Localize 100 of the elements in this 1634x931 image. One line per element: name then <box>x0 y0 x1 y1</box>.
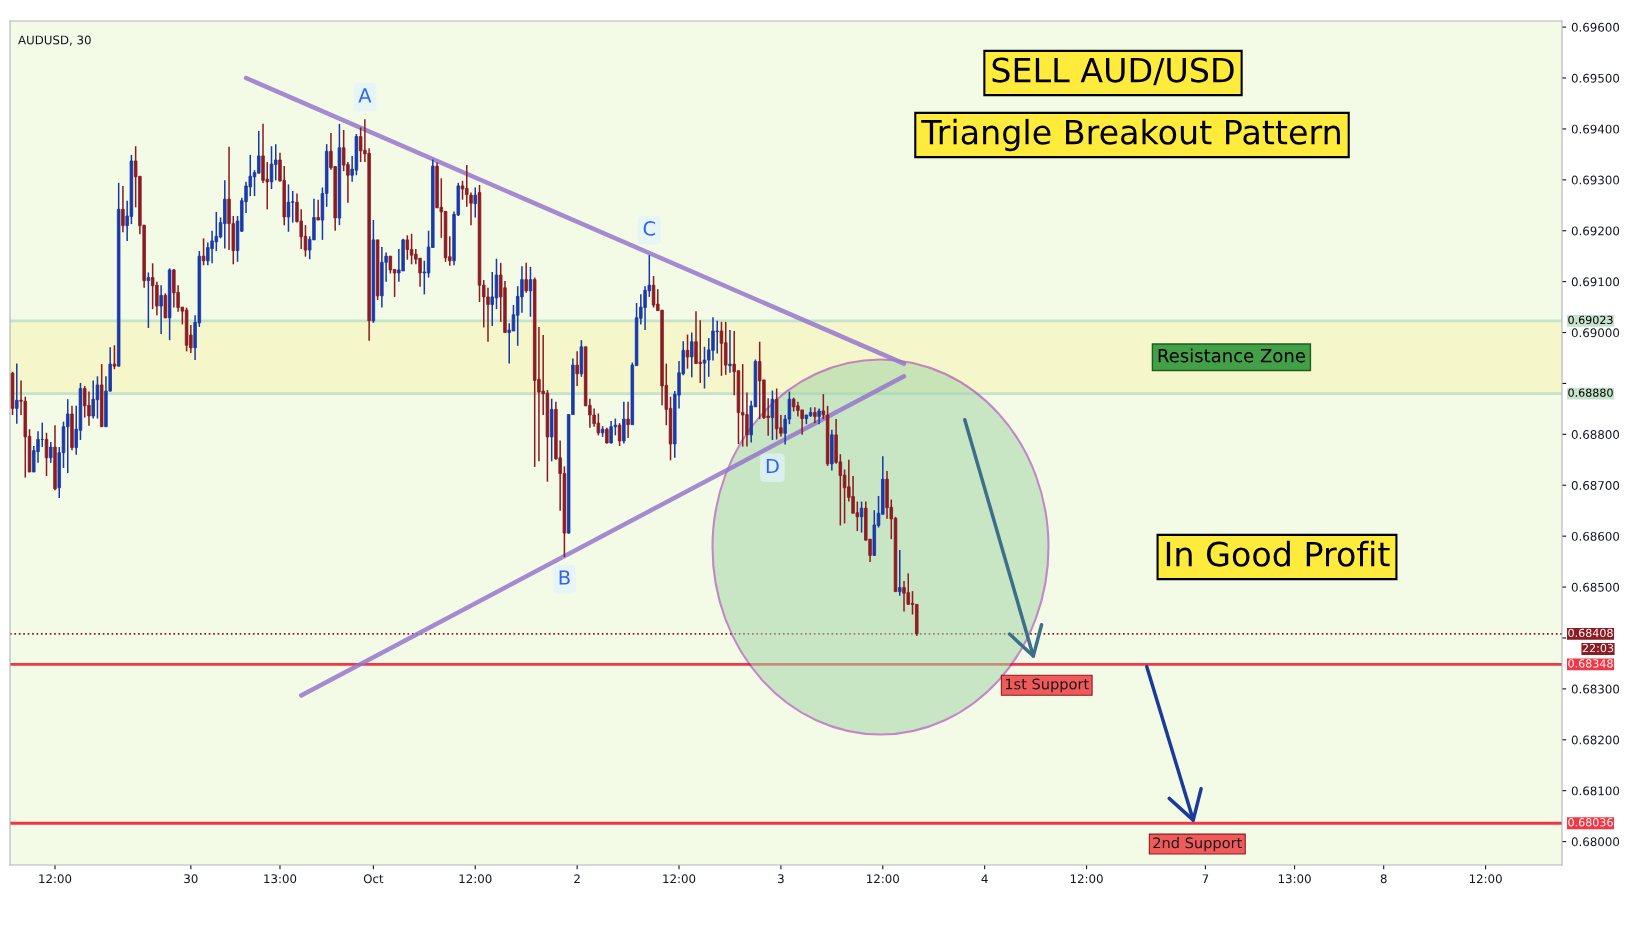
x-tick-label: 12:00 <box>867 874 900 884</box>
candlestick <box>728 329 732 374</box>
y-tick-label: 0.68100 <box>1571 786 1620 796</box>
candlestick <box>698 319 702 384</box>
x-tick-label: 13:00 <box>264 874 297 884</box>
x-tick-label: 13:00 <box>1278 874 1311 884</box>
y-tick-label: 0.69000 <box>1571 328 1620 338</box>
candlestick <box>163 292 168 320</box>
candlestick <box>49 441 53 464</box>
x-tick-label: 12:00 <box>1469 874 1502 884</box>
annotation: C <box>643 221 656 236</box>
candlestick <box>494 257 499 310</box>
candlestick <box>172 268 176 309</box>
candlestick <box>121 185 125 234</box>
annotation: 1st Support <box>1005 678 1089 693</box>
x-tick-label: Oct <box>363 874 384 884</box>
candlestick <box>316 198 320 221</box>
candlestick <box>112 344 117 370</box>
candlestick <box>66 398 70 474</box>
candlestick <box>813 406 817 424</box>
x-tick-label: 4 <box>981 874 988 883</box>
candlestick <box>898 549 902 597</box>
x-tick-label: 7 <box>1202 874 1209 883</box>
candlestick <box>155 280 159 316</box>
x-tick-label: 12:00 <box>1070 874 1103 884</box>
x-tick-label: 8 <box>1380 874 1387 884</box>
y-tick-label: 0.69100 <box>1571 277 1620 287</box>
candlestick <box>719 321 724 377</box>
candlestick <box>269 145 274 190</box>
candlestick <box>622 401 626 445</box>
y-tick-label: 0.68200 <box>1571 735 1620 745</box>
y-tick-label: 0.68500 <box>1571 582 1620 592</box>
y-tick-label: 0.69600 <box>1571 22 1620 32</box>
candlestick <box>257 130 261 174</box>
candlestick <box>91 379 95 420</box>
candlestick <box>146 271 151 329</box>
text: Triangle Breakout Pattern <box>921 118 1340 152</box>
candlestick <box>87 390 91 427</box>
candlestick <box>490 271 494 327</box>
ref-line-label: 0.68880 <box>1568 388 1613 397</box>
y-tick-label: 0.68000 <box>1571 837 1620 847</box>
candlestick <box>770 389 775 441</box>
candlestick <box>95 375 100 420</box>
candlestick <box>715 320 719 355</box>
candlestick <box>290 190 295 224</box>
candlestick <box>159 284 163 335</box>
candlestick <box>855 500 860 532</box>
candlestick <box>460 180 465 201</box>
candlestick <box>405 234 410 261</box>
x-tick-label: 12:00 <box>39 874 72 884</box>
text: SELL AUD/USD <box>992 57 1234 86</box>
annotation: AUDUSD, 30 <box>18 35 91 46</box>
band-label: Resistance Zone <box>1158 348 1305 363</box>
candlestick <box>575 350 579 387</box>
y-tick-label: 0.69300 <box>1571 175 1620 185</box>
candlestick <box>210 229 214 265</box>
annotation: D <box>766 458 779 474</box>
candlestick <box>617 422 622 447</box>
candlestick <box>274 143 278 182</box>
x-tick-label: 12:00 <box>459 874 492 884</box>
x-tick-label: 3 <box>778 874 784 884</box>
y-tick-label: 0.68700 <box>1571 480 1620 490</box>
candlestick <box>626 401 630 439</box>
candlestick <box>409 233 414 266</box>
x-tick-label: 12:00 <box>663 874 696 884</box>
candlestick <box>859 500 864 534</box>
candlestick <box>596 412 601 437</box>
y-tick-label: 0.69200 <box>1571 226 1620 236</box>
candlestick <box>685 333 690 370</box>
y-tick-label: 0.69400 <box>1571 124 1620 134</box>
candlestick <box>723 321 728 376</box>
text: 22:03 <box>1582 643 1614 653</box>
y-tick-label: 0.68800 <box>1571 430 1620 439</box>
ref-line-label: 0.68036 <box>1568 818 1613 827</box>
y-tick-label: 0.69500 <box>1571 73 1620 83</box>
annotation: 2nd Support <box>1153 837 1242 852</box>
ref-line-label: 0.69023 <box>1568 315 1613 325</box>
candlestick <box>643 285 647 331</box>
candlestick <box>740 363 745 448</box>
candlestick <box>745 391 749 448</box>
candlestick <box>520 265 524 314</box>
annotation: B <box>559 570 570 585</box>
candlestick <box>651 275 656 309</box>
candlestick <box>528 266 533 318</box>
candlestick <box>286 183 291 233</box>
candlestick <box>201 237 206 267</box>
candlestick <box>15 362 19 425</box>
y-tick-label: 0.68300 <box>1571 684 1620 694</box>
annotation: In Good Profit <box>1166 540 1390 567</box>
ref-line-label: 0.68348 <box>1568 659 1613 668</box>
candlestick <box>690 331 694 379</box>
candlestick <box>757 340 762 420</box>
x-tick-label: 2 <box>574 874 580 883</box>
candlestick <box>473 186 477 219</box>
annotation: A <box>358 88 372 103</box>
candlestick <box>702 346 707 390</box>
ref-line-label: 0.68408 <box>1568 628 1613 638</box>
y-tick-label: 0.68600 <box>1571 531 1620 541</box>
candlestick <box>524 262 528 294</box>
x-tick-label: 30 <box>184 874 198 884</box>
